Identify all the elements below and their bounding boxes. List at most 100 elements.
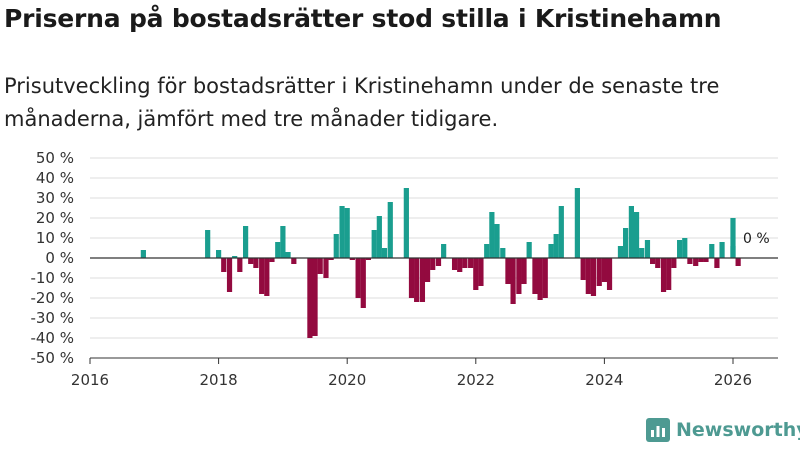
bar <box>698 258 704 262</box>
bar <box>677 240 683 258</box>
bar <box>489 212 495 258</box>
bar <box>730 218 736 258</box>
bar <box>606 258 613 290</box>
bar <box>500 248 506 258</box>
bar <box>205 230 211 258</box>
y-tick-label: 40 % <box>36 169 74 187</box>
bar <box>140 250 146 258</box>
bar <box>580 258 586 280</box>
bar <box>371 230 377 258</box>
bar <box>693 258 699 266</box>
x-tick-label: 2018 <box>200 371 238 389</box>
bar <box>484 244 490 258</box>
bar <box>709 244 715 258</box>
bar <box>323 258 329 278</box>
bar <box>269 258 275 262</box>
annotation-label: 0 % <box>743 231 770 247</box>
bar <box>671 258 677 268</box>
bar <box>387 202 393 258</box>
bar <box>687 258 693 264</box>
bar <box>617 246 624 258</box>
bar <box>462 258 468 268</box>
bars <box>140 188 741 338</box>
bar <box>478 258 484 286</box>
bar <box>339 206 345 258</box>
x-tick-label: 2020 <box>328 371 366 389</box>
bar <box>521 258 527 284</box>
bar <box>473 258 479 290</box>
newsworthy-logo-icon <box>646 418 670 442</box>
bar <box>312 258 318 336</box>
bar <box>355 258 361 298</box>
bar <box>333 234 339 258</box>
bar <box>526 242 532 258</box>
y-tick-label: 10 % <box>36 229 74 247</box>
bar <box>435 258 442 266</box>
bar <box>221 258 227 272</box>
bar <box>451 258 458 270</box>
bar-chart: 50 % 40 % 30 % 20 % 10 % 0 % -10 % -20 % -30 % -4… <box>30 149 778 389</box>
y-tick-label: 20 % <box>36 209 74 227</box>
bar <box>226 258 233 292</box>
brand: Newsworthy <box>646 418 800 442</box>
bar <box>365 258 372 260</box>
y-tick-label: -30 % <box>30 309 74 327</box>
bar <box>419 258 426 302</box>
bar <box>703 258 709 262</box>
bar <box>585 258 591 294</box>
bar <box>682 238 688 258</box>
bar <box>666 258 672 290</box>
bar <box>215 250 222 258</box>
bar <box>349 258 355 260</box>
bar <box>628 206 634 258</box>
bar <box>285 252 291 258</box>
bar <box>275 242 281 258</box>
bar <box>558 206 564 258</box>
bar <box>650 258 656 264</box>
bar <box>328 258 334 260</box>
bar <box>660 258 667 292</box>
bar <box>633 212 640 258</box>
y-tick-label: 50 % <box>36 149 74 167</box>
bar <box>542 258 548 298</box>
y-axis-labels: 50 % 40 % 30 % 20 % 10 % 0 % -10 % -20 % -30 % -4… <box>30 149 74 367</box>
bar <box>253 258 259 268</box>
bar <box>494 224 500 258</box>
bar-latest <box>730 246 736 258</box>
bar <box>457 258 463 272</box>
bar <box>317 258 323 274</box>
bar <box>655 258 661 268</box>
bar <box>644 240 651 258</box>
y-tick-label: -40 % <box>30 329 74 347</box>
bar <box>280 226 286 258</box>
bar <box>403 188 409 258</box>
bar <box>307 258 313 338</box>
y-tick-label: 0 % <box>45 249 74 267</box>
bar <box>259 258 265 294</box>
bar <box>537 258 543 300</box>
bar <box>414 258 420 302</box>
brand-name: Newsworthy <box>676 419 800 441</box>
bar <box>505 258 511 284</box>
y-tick-label: -10 % <box>30 269 74 287</box>
bar <box>381 248 388 258</box>
bar <box>424 258 431 282</box>
bar <box>735 258 741 266</box>
bar <box>639 248 645 258</box>
bar <box>237 258 243 272</box>
bar <box>553 234 559 258</box>
bar <box>574 188 580 258</box>
annotations: 0 % <box>743 231 770 247</box>
x-tick-label: 2016 <box>71 371 109 389</box>
x-tick-label: 2026 <box>714 371 752 389</box>
bar <box>596 258 602 286</box>
bar <box>243 226 249 258</box>
y-tick-label: 30 % <box>36 189 74 207</box>
x-tick-label: 2024 <box>585 371 623 389</box>
bar <box>623 228 629 258</box>
bar <box>468 258 474 268</box>
y-tick-label: -50 % <box>30 349 74 367</box>
bar <box>719 242 725 258</box>
bar <box>376 216 382 258</box>
bar <box>232 256 238 258</box>
